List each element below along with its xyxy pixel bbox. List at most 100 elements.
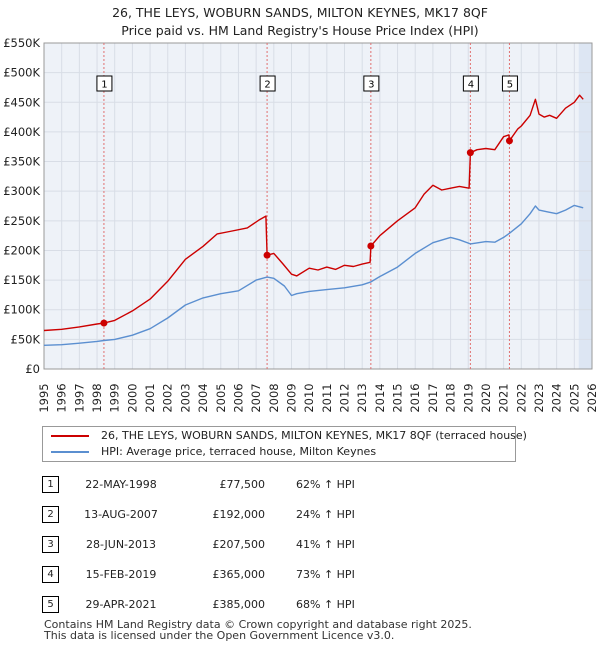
sale-price: £365,000	[212, 568, 266, 581]
sale-number-label: 3	[368, 80, 374, 91]
sale-number-box	[462, 75, 479, 92]
sale-number-label: 4	[468, 80, 474, 91]
sale-number-label: 5	[507, 80, 513, 91]
sale-number: 4	[42, 566, 59, 583]
sale-hpi-change: 73% ↑ HPI	[296, 568, 355, 581]
footer: Contains HM Land Registry data © Crown c…	[44, 619, 472, 641]
sale-price: £192,000	[212, 508, 266, 521]
sale-number-box	[96, 75, 113, 92]
x-tick-label: 2024	[550, 383, 564, 412]
y-tick-label: £450K	[3, 95, 40, 109]
sale-number-box	[501, 75, 518, 92]
chart-title: 26, THE LEYS, WOBURN SANDS, MILTON KEYNE…	[0, 4, 600, 40]
sale-row: 1 22-MAY-1998 £77,500 62% ↑ HPI	[0, 474, 600, 494]
x-tick-label: 2001	[143, 383, 157, 412]
sale-price: £77,500	[219, 478, 266, 491]
property-price-line	[43, 94, 584, 332]
x-tick-label: 2022	[514, 383, 528, 412]
price-chart: £0 £50K £100K £150K £200K £250K £300K £350K £400…	[3, 36, 599, 413]
sale-date: 22-MAY-1998	[85, 478, 157, 491]
sale-date: 13-AUG-2007	[84, 508, 158, 521]
sale-number-box	[259, 75, 276, 92]
x-tick-label: 2019	[461, 383, 475, 412]
x-tick-label: 2017	[426, 383, 440, 412]
legend-label-hpi: HPI: Average price, terraced house, Milt…	[101, 445, 377, 458]
x-tick-label: 1998	[90, 383, 104, 412]
sale-row: 5 29-APR-2021 £385,000 68% ↑ HPI	[0, 594, 600, 614]
x-tick-label: 2004	[196, 383, 210, 412]
y-tick-label: £250K	[3, 214, 40, 228]
forecast-shade	[578, 43, 592, 369]
y-tick-label: £550K	[3, 36, 40, 50]
plot-border	[43, 42, 593, 370]
x-tick-label: 2003	[178, 383, 192, 412]
y-tick-label: £500K	[3, 66, 40, 80]
x-tick-label: 2014	[373, 383, 387, 412]
y-tick-label: £50K	[11, 332, 41, 346]
title-line-1: 26, THE LEYS, WOBURN SANDS, MILTON KEYNE…	[112, 5, 488, 20]
sale-date: 29-APR-2021	[85, 598, 157, 611]
x-tick-label: 2025	[567, 383, 581, 412]
sale-hpi-change: 68% ↑ HPI	[296, 598, 355, 611]
sale-number-label: 2	[264, 80, 270, 91]
footer-copyright: Contains HM Land Registry data © Crown c…	[44, 618, 472, 631]
y-tick-label: £200K	[3, 243, 40, 257]
x-tick-label: 2010	[302, 383, 316, 412]
x-tick-label: 2009	[284, 383, 298, 412]
x-tick-label: 2006	[231, 383, 245, 412]
x-tick-label: 2020	[479, 383, 493, 412]
legend-swatch-property	[51, 435, 89, 437]
sale-point	[367, 242, 375, 250]
legend-label-property: 26, THE LEYS, WOBURN SANDS, MILTON KEYNE…	[101, 429, 527, 442]
x-tick-label: 2016	[408, 383, 422, 412]
x-tick-label: 2002	[161, 383, 175, 412]
legend-swatch-hpi	[51, 451, 89, 453]
sale-date: 28-JUN-2013	[85, 538, 157, 551]
y-tick-label: £150K	[3, 273, 40, 287]
sale-point	[505, 137, 513, 145]
sale-point	[100, 319, 108, 327]
x-tick-label: 2023	[532, 383, 546, 412]
sale-number: 3	[42, 536, 59, 553]
sale-row: 3 28-JUN-2013 £207,500 41% ↑ HPI	[0, 534, 600, 554]
x-tick-label: 2012	[338, 383, 352, 412]
sale-row: 4 15-FEB-2019 £365,000 73% ↑ HPI	[0, 564, 600, 584]
legend: 26, THE LEYS, WOBURN SANDS, MILTON KEYNE…	[42, 426, 527, 462]
x-tick-label: 2005	[214, 383, 228, 412]
x-tick-label: 1997	[72, 383, 86, 412]
sale-hpi-change: 24% ↑ HPI	[296, 508, 355, 521]
x-tick-label: 1995	[37, 383, 51, 412]
x-tick-label: 1996	[55, 383, 69, 412]
sale-hpi-change: 62% ↑ HPI	[296, 478, 355, 491]
title-line-2: Price paid vs. HM Land Registry's House …	[121, 23, 479, 38]
x-tick-label: 2007	[249, 383, 263, 412]
sale-price: £207,500	[212, 538, 266, 551]
sale-number-label: 1	[101, 80, 107, 91]
x-tick-label: 2026	[585, 383, 599, 412]
x-tick-label: 2011	[320, 383, 334, 412]
y-tick-label: £400K	[3, 125, 40, 139]
x-tick-label: 2008	[267, 383, 281, 412]
x-tick-label: 2018	[444, 383, 458, 412]
sale-price: £385,000	[212, 598, 266, 611]
sale-hpi-change: 41% ↑ HPI	[296, 538, 355, 551]
x-tick-label: 2021	[497, 383, 511, 412]
sale-number: 2	[42, 506, 59, 523]
y-tick-label: £300K	[3, 184, 40, 198]
x-tick-label: 2000	[125, 383, 139, 412]
sale-point	[263, 251, 271, 259]
sale-point	[466, 149, 474, 157]
sale-row: 2 13-AUG-2007 £192,000 24% ↑ HPI	[0, 504, 600, 524]
sale-number: 5	[42, 596, 59, 613]
x-tick-label: 1999	[108, 383, 122, 412]
plot-area	[44, 43, 592, 369]
hpi-line	[43, 204, 584, 346]
y-tick-label: £350K	[3, 155, 40, 169]
footer-licence: This data is licensed under the Open Gov…	[44, 629, 395, 642]
y-tick-label: £0	[25, 362, 40, 376]
sale-number-box	[363, 75, 380, 92]
sale-date: 15-FEB-2019	[85, 568, 157, 581]
x-tick-label: 2013	[355, 383, 369, 412]
x-tick-label: 2015	[391, 383, 405, 412]
sale-number: 1	[42, 476, 59, 493]
